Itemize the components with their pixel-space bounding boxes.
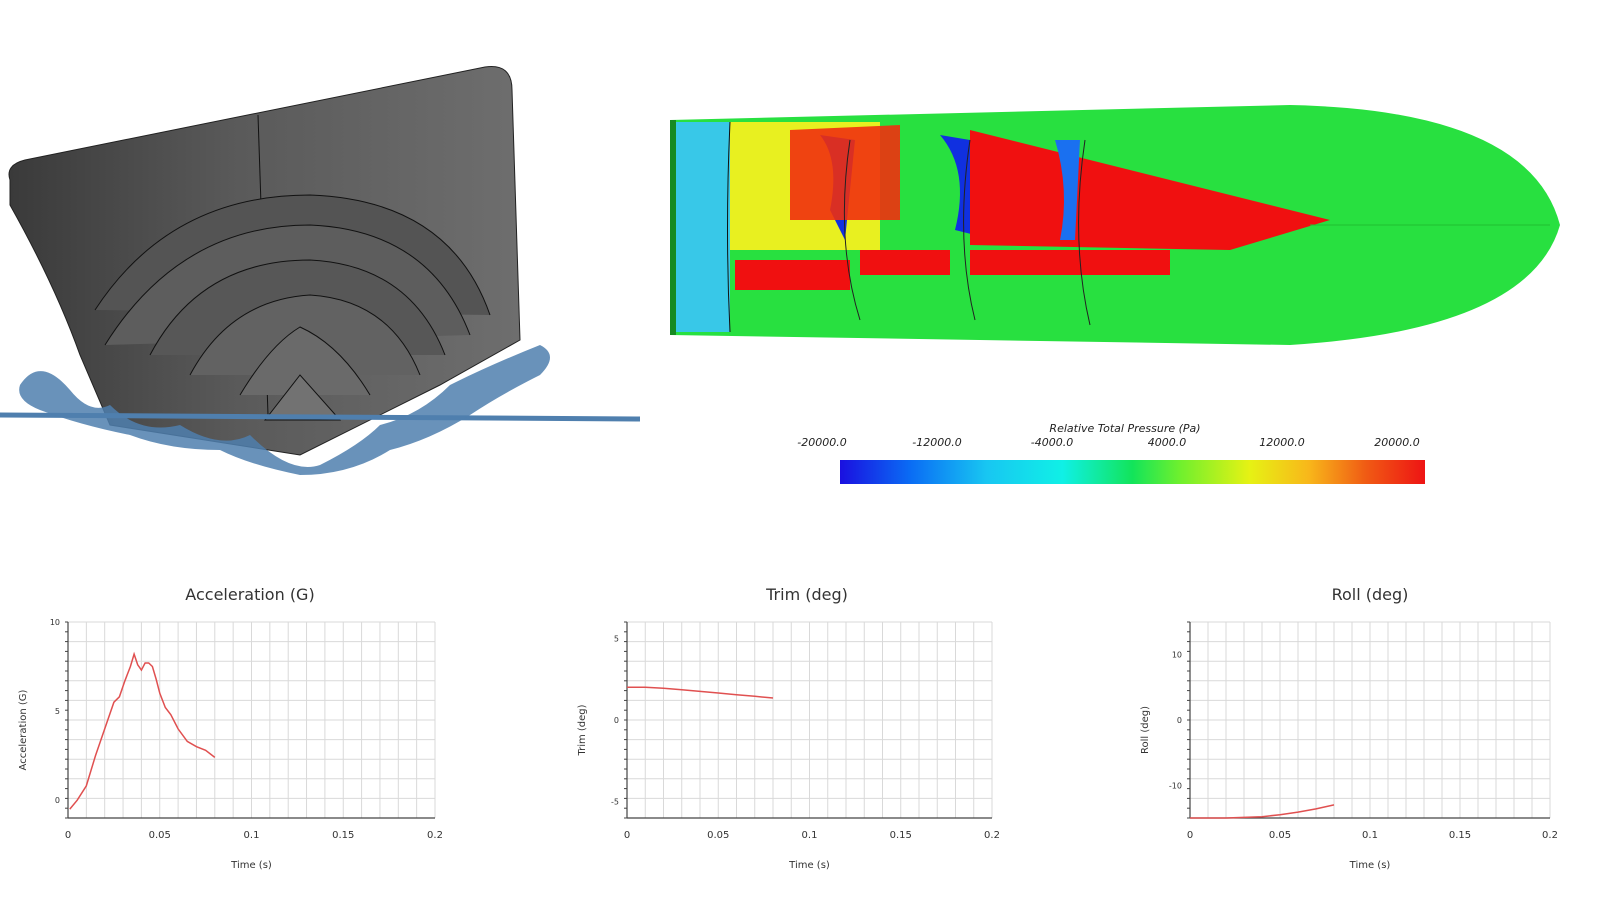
x-axis-label: Time (s)	[788, 860, 830, 871]
acceleration-plot: 0 0.05 0.1 0.15 0.2 0 5 10 Time (s) Acceleration …	[18, 618, 443, 871]
y-tick-label: 0	[614, 716, 619, 725]
series-line	[627, 686, 774, 699]
y-tick-label: 5	[614, 634, 619, 643]
y-tick-label: -5	[611, 798, 619, 807]
series-line	[69, 651, 216, 810]
trim-chart: Trim (deg) 0 0.05 0.1 0.15 0.2 5 0 -5 Time (s) Tr…	[560, 580, 1030, 880]
chart-title: Roll (deg)	[1331, 585, 1409, 604]
x-tick-label: 0.05	[149, 830, 171, 841]
colorbar-tick: -4000.0	[1030, 436, 1074, 449]
colorbar-tick: -20000.0	[797, 436, 847, 449]
x-axis-label: Time (s)	[230, 860, 272, 871]
y-axis-label: Trim (deg)	[577, 704, 588, 756]
colorbar-tick: -12000.0	[912, 436, 962, 449]
colorbar-tick: 12000.0	[1259, 436, 1305, 449]
x-tick-label: 0.15	[890, 830, 912, 841]
pressure-colorbar: Relative Total Pressure (Pa) -20000.0 -1…	[797, 422, 1450, 492]
y-tick-label: 10	[1172, 651, 1182, 660]
x-tick-label: 0.05	[1269, 830, 1291, 841]
roll-plot: 0 0.05 0.1 0.15 0.2 10 0 -10 Time (s) Roll (deg)	[1140, 621, 1558, 871]
x-tick-label: 0.1	[802, 830, 818, 841]
y-tick-label: 5	[55, 707, 60, 716]
colorbar-title: Relative Total Pressure (Pa)	[1049, 422, 1201, 435]
x-tick-label: 0	[1187, 830, 1193, 841]
chart-title: Acceleration (G)	[185, 585, 315, 604]
colorbar-tick: 4000.0	[1147, 436, 1187, 449]
roll-chart: Roll (deg) 0 0.05 0.1 0.15 0.2 10 0 -10 Time (s)…	[1120, 580, 1590, 880]
y-tick-label: 0	[1177, 716, 1182, 725]
x-tick-label: 0.2	[1542, 830, 1558, 841]
trim-plot: 0 0.05 0.1 0.15 0.2 5 0 -5 Time (s) Trim (deg)	[577, 621, 1000, 871]
y-axis-label: Roll (deg)	[1140, 706, 1151, 754]
y-tick-label: 0	[55, 796, 60, 805]
x-tick-label: 0.2	[984, 830, 1000, 841]
x-axis-label: Time (s)	[1349, 860, 1391, 871]
x-tick-label: 0	[624, 830, 630, 841]
x-tick-label: 0.15	[1449, 830, 1471, 841]
x-tick-label: 0.1	[244, 830, 260, 841]
x-tick-label: 0.1	[1362, 830, 1378, 841]
x-tick-label: 0.2	[427, 830, 443, 841]
y-tick-label: -10	[1169, 781, 1182, 790]
hull-pressure-render	[670, 105, 1560, 345]
x-tick-label: 0	[65, 830, 71, 841]
x-tick-label: 0.05	[707, 830, 729, 841]
hull-render	[0, 65, 641, 475]
y-axis-label: Acceleration (G)	[18, 689, 29, 770]
colorbar-gradient	[840, 460, 1425, 484]
series-line	[1190, 804, 1335, 819]
colorbar-tick: 20000.0	[1374, 436, 1420, 449]
chart-title: Trim (deg)	[766, 585, 848, 604]
x-tick-label: 0.15	[332, 830, 354, 841]
acceleration-chart: Acceleration (G) 0 0.05 0.1 0.15 0.2 0 5 10 Time…	[0, 580, 470, 880]
y-tick-label: 10	[50, 618, 60, 627]
